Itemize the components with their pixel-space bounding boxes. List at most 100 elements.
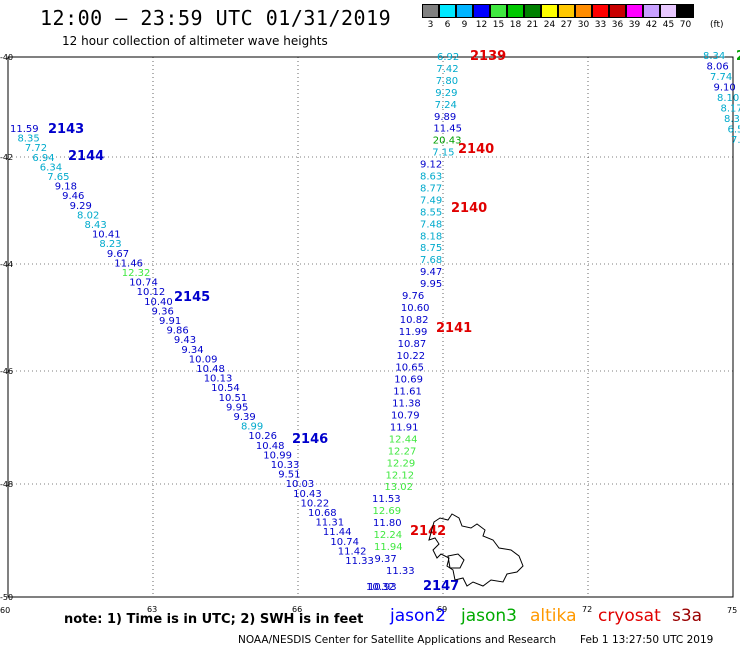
wave-value: 11.80 bbox=[373, 518, 402, 529]
wave-value: 11.31 bbox=[315, 518, 344, 529]
wave-value: 7.49 bbox=[420, 195, 442, 206]
wave-value: 10.74 bbox=[330, 537, 359, 548]
scale-label: 27 bbox=[560, 20, 573, 30]
wave-value: 9.18 bbox=[55, 182, 77, 193]
wave-value: 10.82 bbox=[400, 315, 429, 326]
scale-label: 6 bbox=[444, 20, 451, 30]
wave-value: 9.36 bbox=[152, 306, 174, 317]
legend-jason2: jason2 bbox=[390, 606, 446, 626]
pass-label: 2141 bbox=[436, 321, 472, 336]
note-text: note: 1) Time is in UTC; 2) SWH is in fe… bbox=[64, 612, 364, 627]
wave-value: 10.03 bbox=[286, 479, 315, 490]
wave-value: 7.68 bbox=[420, 255, 442, 266]
scale-swatch bbox=[660, 4, 677, 18]
wave-value: 9.76 bbox=[402, 291, 424, 302]
wave-value: 10.40 bbox=[144, 297, 173, 308]
wave-value: 7.74 bbox=[710, 72, 732, 83]
scale-label: 3 bbox=[427, 20, 434, 30]
scale-label: 18 bbox=[509, 20, 522, 30]
wave-value: 9.47 bbox=[420, 267, 442, 278]
lat-label: -44 bbox=[0, 260, 13, 269]
wave-value: 10.43 bbox=[293, 489, 322, 500]
wave-value: 9.12 bbox=[420, 160, 442, 171]
wave-value: 11.99 bbox=[399, 327, 428, 338]
wave-value: 11.44 bbox=[323, 527, 352, 538]
wave-value: 10.22 bbox=[397, 351, 426, 362]
wave-value: 8.10 bbox=[717, 93, 739, 104]
pass-label: 2146 bbox=[292, 432, 328, 447]
wave-value: 8.55 bbox=[420, 207, 442, 218]
scale-label: 12 bbox=[475, 20, 488, 30]
scale-swatch bbox=[456, 4, 473, 18]
wave-value: 8.06 bbox=[707, 62, 729, 73]
wave-value: 6.92 bbox=[437, 52, 459, 63]
scale-label: 15 bbox=[492, 20, 505, 30]
wave-value: 11.91 bbox=[390, 422, 419, 433]
wave-value: 9.34 bbox=[181, 345, 203, 356]
wave-value: 12.44 bbox=[389, 434, 418, 445]
wave-value: 10.22 bbox=[301, 498, 330, 509]
wave-value: 10.74 bbox=[129, 278, 158, 289]
wave-value: 11.53 bbox=[372, 494, 401, 505]
wave-value: 11.38 bbox=[392, 399, 421, 410]
scale-label: 24 bbox=[543, 20, 556, 30]
wave-value: 11.45 bbox=[433, 124, 462, 135]
wave-value: 8.17 bbox=[721, 104, 740, 115]
color-scale-labels: 3 6 9 12 15 18 21 24 27 30 33 36 39 42 45 70 bbox=[422, 20, 694, 30]
wave-value: 20.43 bbox=[433, 136, 462, 147]
pass-label: 2139 bbox=[470, 49, 506, 64]
wave-value: 7.6 bbox=[731, 135, 740, 146]
wave-value: 8.63 bbox=[420, 172, 442, 183]
lat-label: -46 bbox=[0, 367, 13, 376]
wave-value: 13.02 bbox=[384, 482, 413, 493]
wave-value: 10.48 bbox=[256, 441, 285, 452]
wave-value: 11.61 bbox=[393, 387, 422, 398]
scale-swatch bbox=[609, 4, 626, 18]
legend-cryosat: cryosat bbox=[598, 606, 661, 626]
wave-value: 10.87 bbox=[398, 339, 427, 350]
wave-value: 7.48 bbox=[420, 219, 442, 230]
lat-label: -48 bbox=[0, 480, 13, 489]
wave-value: 10.54 bbox=[211, 383, 240, 394]
pass-label: 2140 bbox=[458, 142, 494, 157]
wave-value: 7.15 bbox=[432, 148, 454, 159]
wave-value: 10.32 bbox=[366, 582, 395, 593]
wave-value: 11.46 bbox=[114, 258, 143, 269]
scale-label: 36 bbox=[611, 20, 624, 30]
wave-value: 10.79 bbox=[391, 411, 420, 422]
wave-value: 8.77 bbox=[420, 183, 442, 194]
wave-value: 10.65 bbox=[395, 363, 424, 374]
wave-value: 10.13 bbox=[204, 374, 233, 385]
wave-value: 12.27 bbox=[388, 446, 417, 457]
wave-value: 12.29 bbox=[387, 458, 416, 469]
lon-label: 75 bbox=[727, 606, 737, 615]
wave-value: 9.86 bbox=[166, 326, 188, 337]
wave-value: 8.43 bbox=[85, 220, 107, 231]
wave-value: 6.5 bbox=[728, 125, 740, 136]
wave-value: 10.93 bbox=[368, 582, 397, 593]
wave-value: 9.89 bbox=[434, 112, 456, 123]
wave-value: 10.41 bbox=[92, 230, 121, 241]
scale-label: 70 bbox=[679, 20, 692, 30]
legend-s3a: s3a bbox=[672, 606, 703, 626]
scale-swatch bbox=[677, 4, 694, 18]
wave-value: 9.43 bbox=[174, 335, 196, 346]
wave-value: 10.33 bbox=[271, 460, 300, 471]
scale-swatch bbox=[575, 4, 592, 18]
wave-value: 11.33 bbox=[386, 566, 415, 577]
lon-label: 63 bbox=[147, 605, 157, 614]
wave-value: 9.95 bbox=[226, 402, 248, 413]
scale-swatch bbox=[524, 4, 541, 18]
scale-label: 39 bbox=[628, 20, 641, 30]
footer-date: Feb 1 13:27:50 UTC 2019 bbox=[580, 634, 714, 646]
scale-label: 45 bbox=[662, 20, 675, 30]
wave-value: 9.91 bbox=[159, 316, 181, 327]
scale-swatch bbox=[507, 4, 524, 18]
lon-label: 69 bbox=[437, 605, 447, 614]
pass-label: 2 bbox=[736, 49, 740, 64]
wave-value: 12.69 bbox=[373, 506, 402, 517]
scale-swatch bbox=[473, 4, 490, 18]
legend-altika: altika bbox=[530, 606, 577, 626]
wave-value: 12.24 bbox=[374, 530, 403, 541]
pass-label: 2144 bbox=[68, 149, 104, 164]
